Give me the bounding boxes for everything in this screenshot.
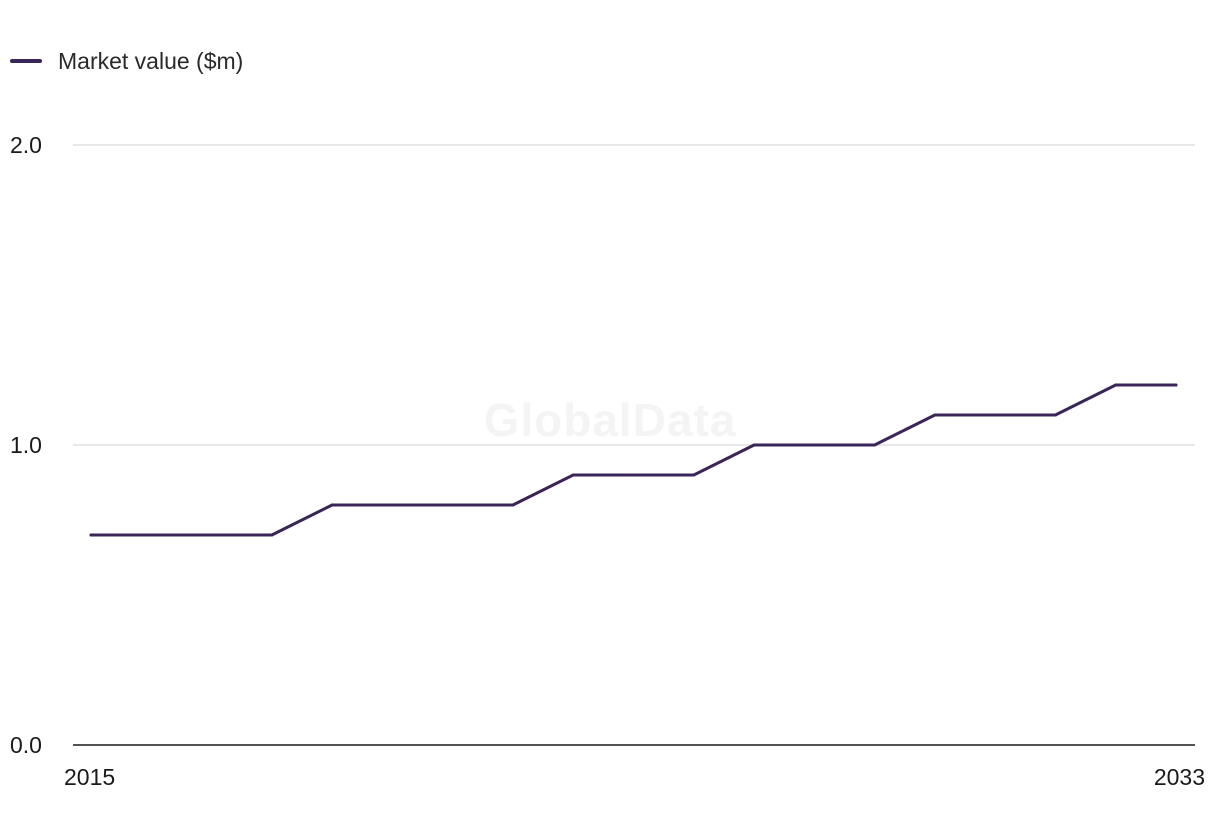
legend-swatch <box>10 59 42 63</box>
data-point-2024 <box>632 473 635 477</box>
y-tick-label-0: 0.0 <box>10 732 42 758</box>
data-point-2031 <box>1053 413 1057 417</box>
series-line-0 <box>89 383 1178 537</box>
data-point-2026 <box>752 443 756 447</box>
data-point-2032 <box>1114 383 1118 387</box>
legend-label: Market value ($m) <box>58 47 244 74</box>
data-point-2023 <box>571 473 575 477</box>
data-point-2028 <box>873 443 877 447</box>
chart-legend: Market value ($m) <box>10 47 243 75</box>
data-point-2016 <box>149 533 153 537</box>
x-tick-label-1: 2033 <box>1154 764 1205 790</box>
data-point-2030 <box>993 413 997 417</box>
data-point-2020 <box>390 503 394 507</box>
data-point-2025 <box>692 473 696 477</box>
data-point-2027 <box>812 443 816 447</box>
y-tick-label-2: 2.0 <box>10 132 42 158</box>
data-point-2021 <box>451 503 455 507</box>
data-point-2017 <box>210 533 214 537</box>
watermark-logo: GlobalData <box>483 394 737 446</box>
x-tick-label-0: 2015 <box>64 764 115 790</box>
y-tick-label-1: 1.0 <box>10 432 42 458</box>
data-point-2033 <box>1174 383 1178 387</box>
data-point-2019 <box>330 503 334 507</box>
data-point-2022 <box>511 503 515 507</box>
data-point-2015 <box>89 533 93 537</box>
data-point-2029 <box>933 413 937 417</box>
data-point-2018 <box>270 533 274 537</box>
